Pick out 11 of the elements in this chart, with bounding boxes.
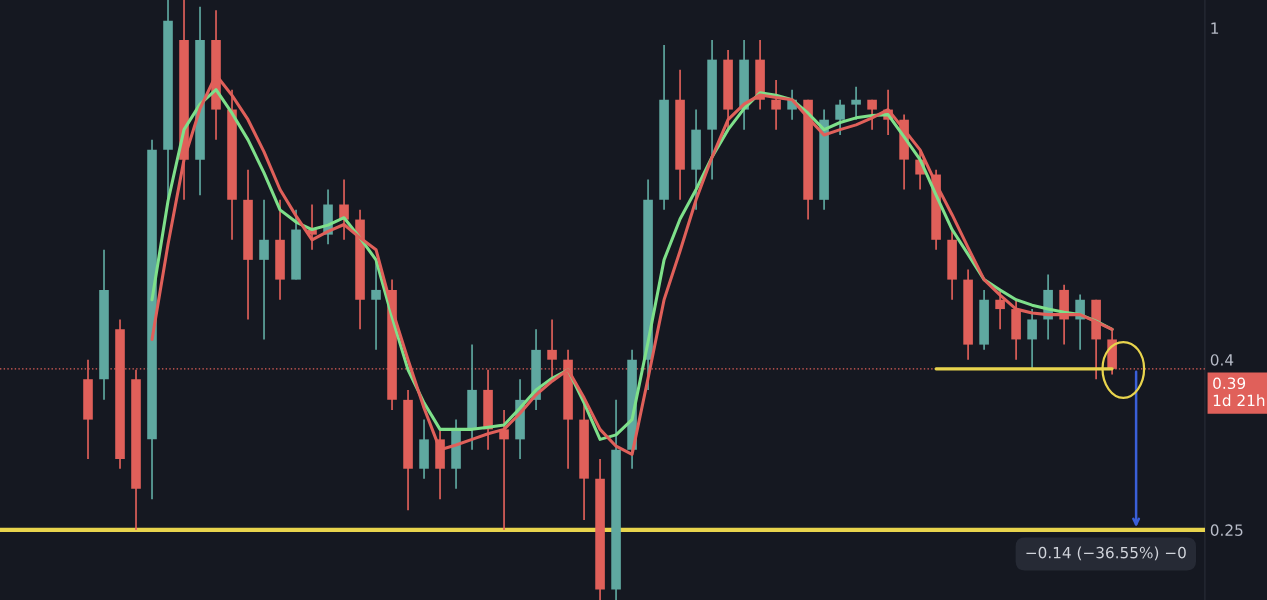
candlestick bbox=[995, 289, 1005, 331]
y-tick-label: 0.4 bbox=[1210, 354, 1234, 366]
candlestick bbox=[771, 79, 781, 131]
candlestick bbox=[867, 98, 877, 131]
candlestick bbox=[835, 98, 845, 136]
y-tick-label: 0.25 bbox=[1210, 524, 1243, 536]
candlestick bbox=[259, 198, 269, 341]
ref-line-label: 0.39 1d 21h bbox=[1213, 377, 1265, 407]
annotation: −0.14 (−36.55%) −0 bbox=[1026, 546, 1186, 561]
candlestick bbox=[851, 85, 861, 121]
y-tick-label: 1 bbox=[1211, 22, 1219, 34]
